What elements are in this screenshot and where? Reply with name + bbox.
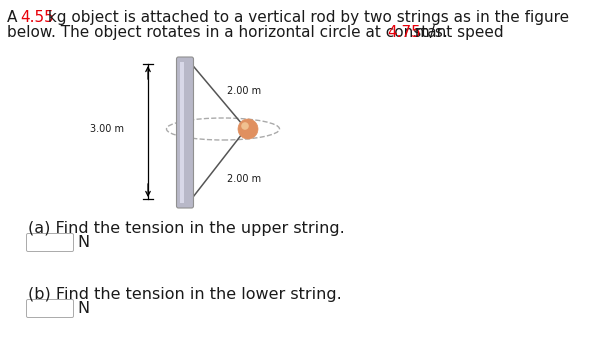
Bar xyxy=(180,62,184,203)
FancyBboxPatch shape xyxy=(26,234,74,251)
Circle shape xyxy=(241,122,249,130)
Text: 2.00 m: 2.00 m xyxy=(227,86,261,96)
Text: 2.00 m: 2.00 m xyxy=(227,173,261,183)
FancyBboxPatch shape xyxy=(26,299,74,318)
Text: N: N xyxy=(77,301,89,316)
Text: below. The object rotates in a horizontal circle at constant speed: below. The object rotates in a horizonta… xyxy=(7,25,508,40)
Text: 4.55: 4.55 xyxy=(20,10,54,25)
Text: 4.75: 4.75 xyxy=(387,25,421,40)
Text: A: A xyxy=(7,10,22,25)
Text: 3.00 m: 3.00 m xyxy=(90,124,124,134)
Text: N: N xyxy=(77,235,89,250)
Text: (b) Find the tension in the lower string.: (b) Find the tension in the lower string… xyxy=(28,286,342,302)
Circle shape xyxy=(238,119,258,139)
FancyBboxPatch shape xyxy=(176,57,193,208)
Text: m/s.: m/s. xyxy=(410,25,448,40)
Text: kg object is attached to a vertical rod by two strings as in the figure: kg object is attached to a vertical rod … xyxy=(43,10,569,25)
Text: (a) Find the tension in the upper string.: (a) Find the tension in the upper string… xyxy=(28,221,344,235)
